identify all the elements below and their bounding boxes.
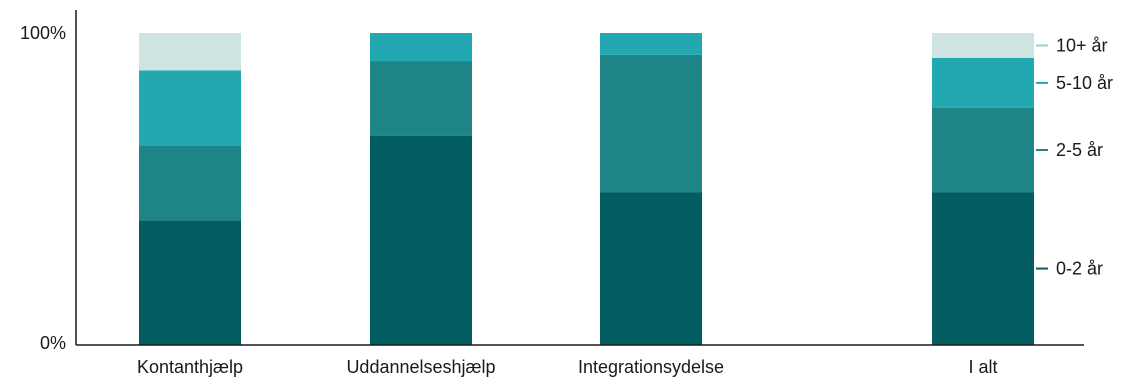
bar-segment-2-1 — [600, 54, 702, 193]
bar-segment-1-1 — [370, 61, 472, 136]
bar-segment-0-0 — [139, 220, 241, 345]
x-category-label-2: Integrationsydelse — [578, 357, 724, 377]
x-category-labels: Kontanthjælp Uddannelseshjælp Integrations… — [137, 357, 998, 377]
x-category-label-1: Uddannelseshjælp — [346, 357, 495, 377]
bar-segment-1-0 — [370, 135, 472, 345]
bar-segment-1-2 — [370, 33, 472, 62]
legend-label-1: 2-5 år — [1056, 140, 1103, 160]
bars-group — [139, 33, 1034, 345]
bar-segment-3-1 — [932, 107, 1034, 193]
legend-label-3: 10+ år — [1056, 35, 1108, 55]
bar-segment-0-3 — [139, 33, 241, 71]
bar-segment-3-0 — [932, 192, 1034, 345]
bar-segment-0-1 — [139, 145, 241, 221]
bar-segment-2-0 — [600, 192, 702, 345]
bar-segment-0-2 — [139, 70, 241, 146]
legend-label-2: 5-10 år — [1056, 73, 1113, 93]
y-tick-label-max: 100% — [20, 23, 66, 43]
y-tick-label-min: 0% — [40, 333, 66, 353]
bar-segment-2-2 — [600, 33, 702, 55]
x-category-label-0: Kontanthjælp — [137, 357, 243, 377]
x-category-label-3: I alt — [968, 357, 997, 377]
legend: 0-2 år 2-5 år 5-10 år 10+ år — [1036, 35, 1113, 279]
bar-segment-3-3 — [932, 33, 1034, 58]
legend-label-0: 0-2 år — [1056, 259, 1103, 279]
bar-segment-3-2 — [932, 57, 1034, 108]
